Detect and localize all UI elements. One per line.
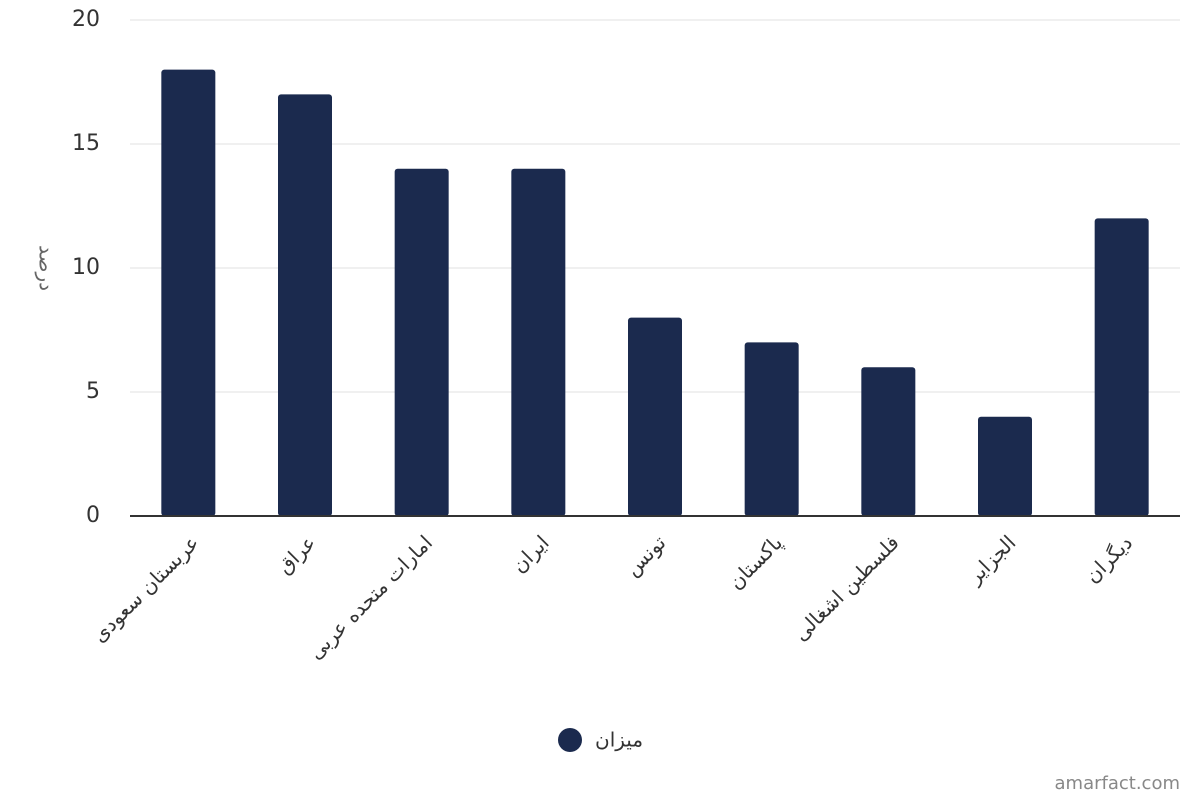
bar [978,416,1032,516]
x-tick-label: دیگران [1080,530,1137,587]
bar [161,69,216,516]
y-tick-label: 20 [72,7,100,32]
bar [1094,218,1149,516]
x-tick-label: امارات متحده عربی [303,530,437,664]
x-tick-label: الجزایر [962,530,1021,589]
y-tick-label: 10 [72,255,100,280]
bar [394,168,449,517]
x-tick-label: فلسطین اشغالی [789,530,904,645]
bar [511,168,566,517]
y-tick-label: 5 [86,379,100,404]
y-tick-label: 15 [72,131,100,156]
bar [744,342,799,516]
x-tick-label: عربستان سعودی [87,530,204,647]
legend-marker [558,728,582,752]
x-tick-label: پاکستان [724,530,788,594]
legend-label: میزان [595,728,643,752]
y-tick-label: 0 [86,503,100,528]
bar [861,367,916,516]
y-axis-title: درصد [35,245,59,291]
credit: amarfact.com [1055,773,1180,794]
x-tick-label: تونس [620,530,670,580]
x-tick-label: عراق [272,530,320,578]
x-tick-label: ایران [507,530,554,577]
bar [628,317,682,516]
bar [278,94,332,517]
